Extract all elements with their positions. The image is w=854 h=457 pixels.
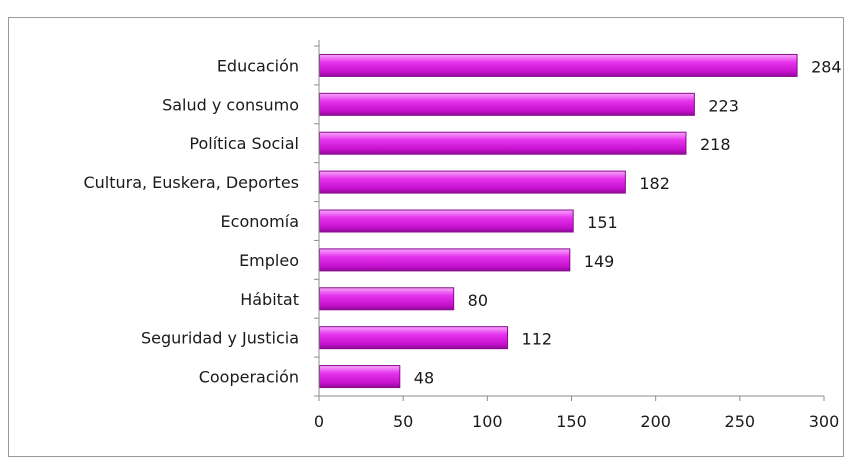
value-label-educacion: 284 <box>811 57 842 76</box>
x-tick-label-150: 150 <box>556 412 587 431</box>
bar-seguridad-y-justicia <box>319 326 509 350</box>
bar-salud-y-consumo <box>319 92 695 116</box>
category-label-politica-social: Política Social <box>189 134 299 153</box>
axes-group <box>314 40 825 401</box>
value-label-habitat: 80 <box>468 291 488 310</box>
x-tick-label-200: 200 <box>640 412 671 431</box>
category-label-cooperacion: Cooperación <box>199 368 299 387</box>
x-tick-label-0: 0 <box>314 412 324 431</box>
bar-cooperacion <box>319 365 401 389</box>
x-tick-label-50: 50 <box>393 412 413 431</box>
bar-cultura-euskera-deportes <box>319 170 626 194</box>
bar-educacion <box>319 53 798 77</box>
bar-economia <box>319 209 574 233</box>
category-label-educacion: Educación <box>217 56 299 75</box>
value-label-politica-social: 218 <box>700 135 731 154</box>
bar-politica-social <box>319 131 687 155</box>
category-label-salud-y-consumo: Salud y consumo <box>162 95 299 114</box>
category-label-economia: Economía <box>221 212 299 231</box>
labels-group: Educación 284 Salud y consumo 223 Política S… <box>83 56 841 431</box>
category-label-habitat: Hábitat <box>240 290 299 309</box>
x-tick-label-300: 300 <box>809 412 840 431</box>
value-label-economia: 151 <box>587 213 618 232</box>
value-label-salud-y-consumo: 223 <box>708 96 739 115</box>
category-label-cultura-euskera-deportes: Cultura, Euskera, Deportes <box>83 173 299 192</box>
category-label-seguridad-y-justicia: Seguridad y Justicia <box>141 329 299 348</box>
value-label-cooperacion: 48 <box>414 369 434 388</box>
bar-empleo <box>319 248 571 272</box>
category-label-empleo: Empleo <box>239 251 299 270</box>
x-tick-label-100: 100 <box>472 412 503 431</box>
value-label-cultura-euskera-deportes: 182 <box>639 174 670 193</box>
x-tick-label-250: 250 <box>725 412 756 431</box>
chart-frame <box>8 17 844 457</box>
value-label-empleo: 149 <box>584 252 615 271</box>
bars-group <box>319 53 798 389</box>
bar-habitat <box>319 287 455 311</box>
value-label-seguridad-y-justicia: 112 <box>522 330 553 349</box>
bar-chart: Educación 284 Salud y consumo 223 Política S… <box>83 40 842 431</box>
